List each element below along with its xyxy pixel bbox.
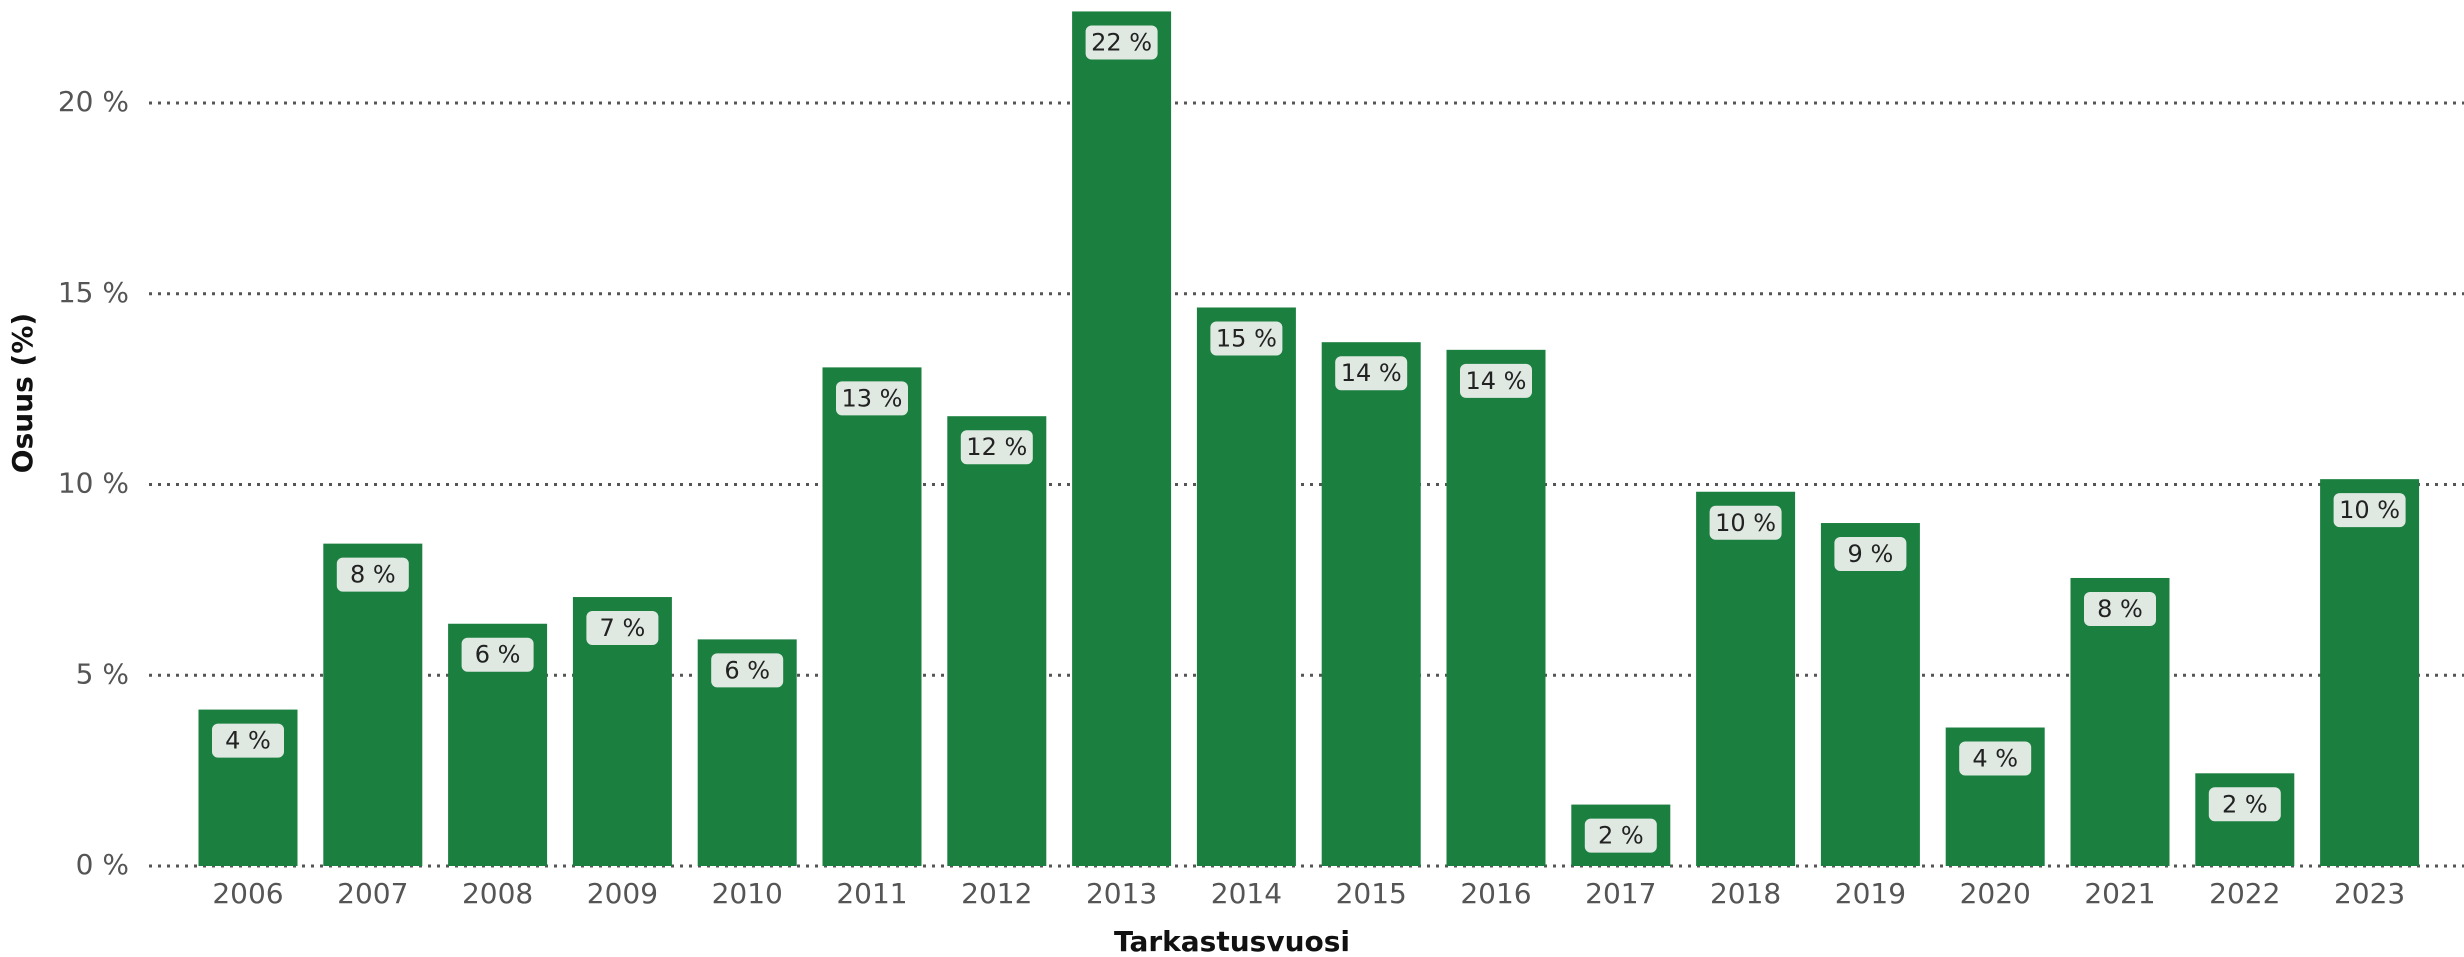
x-tick-label: 2020 — [1960, 877, 2031, 910]
value-label: 7 % — [600, 614, 646, 642]
y-tick-label: 5 % — [76, 657, 129, 690]
value-label: 2 % — [1598, 822, 1644, 850]
value-label: 14 % — [1341, 359, 1402, 387]
value-label-box — [711, 653, 784, 688]
x-tick-label: 2015 — [1336, 877, 1407, 910]
x-tick-label: 2018 — [1710, 877, 1781, 910]
value-label-box — [1959, 741, 2032, 776]
value-label: 6 % — [724, 656, 770, 684]
value-label-box — [2208, 787, 2281, 822]
y-tick-label: 15 % — [58, 276, 129, 309]
value-label: 4 % — [225, 727, 271, 755]
x-tick-label: 2022 — [2209, 877, 2280, 910]
value-label: 4 % — [1972, 745, 2018, 773]
value-label-box — [212, 723, 284, 758]
value-label-box — [1834, 537, 1907, 572]
x-axis-title: Tarkastusvuosi — [1114, 925, 1350, 957]
x-tick-label: 2023 — [2334, 877, 2405, 910]
value-label: 13 % — [842, 384, 903, 412]
value-label: 22 % — [1091, 28, 1152, 56]
value-label-box — [1210, 321, 1283, 356]
value-label-box — [1085, 25, 1158, 60]
x-tick-label: 2013 — [1086, 877, 1157, 910]
bar — [1321, 342, 1421, 867]
y-tick-label: 10 % — [58, 467, 129, 500]
value-label: 6 % — [475, 641, 521, 669]
value-label-box — [2084, 591, 2156, 626]
x-tick-label: 2014 — [1211, 877, 1282, 910]
value-label-box — [1584, 818, 1657, 853]
x-tick-label: 2017 — [1585, 877, 1656, 910]
y-tick-label: 20 % — [58, 85, 129, 118]
value-label: 10 % — [1715, 509, 1776, 537]
bar — [947, 416, 1047, 866]
value-label-box — [2333, 493, 2406, 528]
value-label-box — [1335, 356, 1408, 391]
x-tick-label: 2012 — [961, 877, 1032, 910]
value-label: 12 % — [966, 433, 1027, 461]
bar — [1196, 307, 1296, 867]
x-tick-label: 2016 — [1460, 877, 1531, 910]
value-label: 15 % — [1216, 324, 1277, 352]
value-label-box — [336, 557, 409, 592]
x-tick-label: 2011 — [836, 877, 907, 910]
value-label-box — [1709, 505, 1782, 540]
bar — [323, 543, 423, 866]
y-axis-title: Osuus (%) — [6, 313, 39, 473]
bar — [822, 367, 922, 866]
value-label: 2 % — [2222, 790, 2268, 818]
y-tick-label: 0 % — [76, 848, 129, 881]
bar — [1072, 11, 1172, 866]
bar — [1446, 349, 1546, 866]
value-label-box — [1460, 363, 1532, 398]
x-tick-label: 2021 — [2084, 877, 2155, 910]
x-tick-label: 2019 — [1835, 877, 1906, 910]
value-label: 8 % — [2097, 595, 2143, 623]
value-label-box — [461, 637, 534, 672]
x-tick-label: 2007 — [337, 877, 408, 910]
value-label-box — [586, 611, 659, 646]
bar — [2070, 577, 2170, 866]
value-label-box — [960, 430, 1033, 465]
bar — [2320, 479, 2420, 866]
value-label: 8 % — [350, 561, 396, 589]
value-label: 9 % — [1848, 540, 1894, 568]
bar — [1696, 491, 1796, 866]
x-tick-label: 2008 — [462, 877, 533, 910]
value-label-box — [836, 381, 908, 416]
x-tick-label: 2006 — [212, 877, 283, 910]
value-label: 10 % — [2339, 496, 2400, 524]
value-label: 14 % — [1466, 367, 1527, 395]
bar — [1820, 523, 1920, 866]
x-tick-label: 2010 — [712, 877, 783, 910]
x-tick-label: 2009 — [587, 877, 658, 910]
